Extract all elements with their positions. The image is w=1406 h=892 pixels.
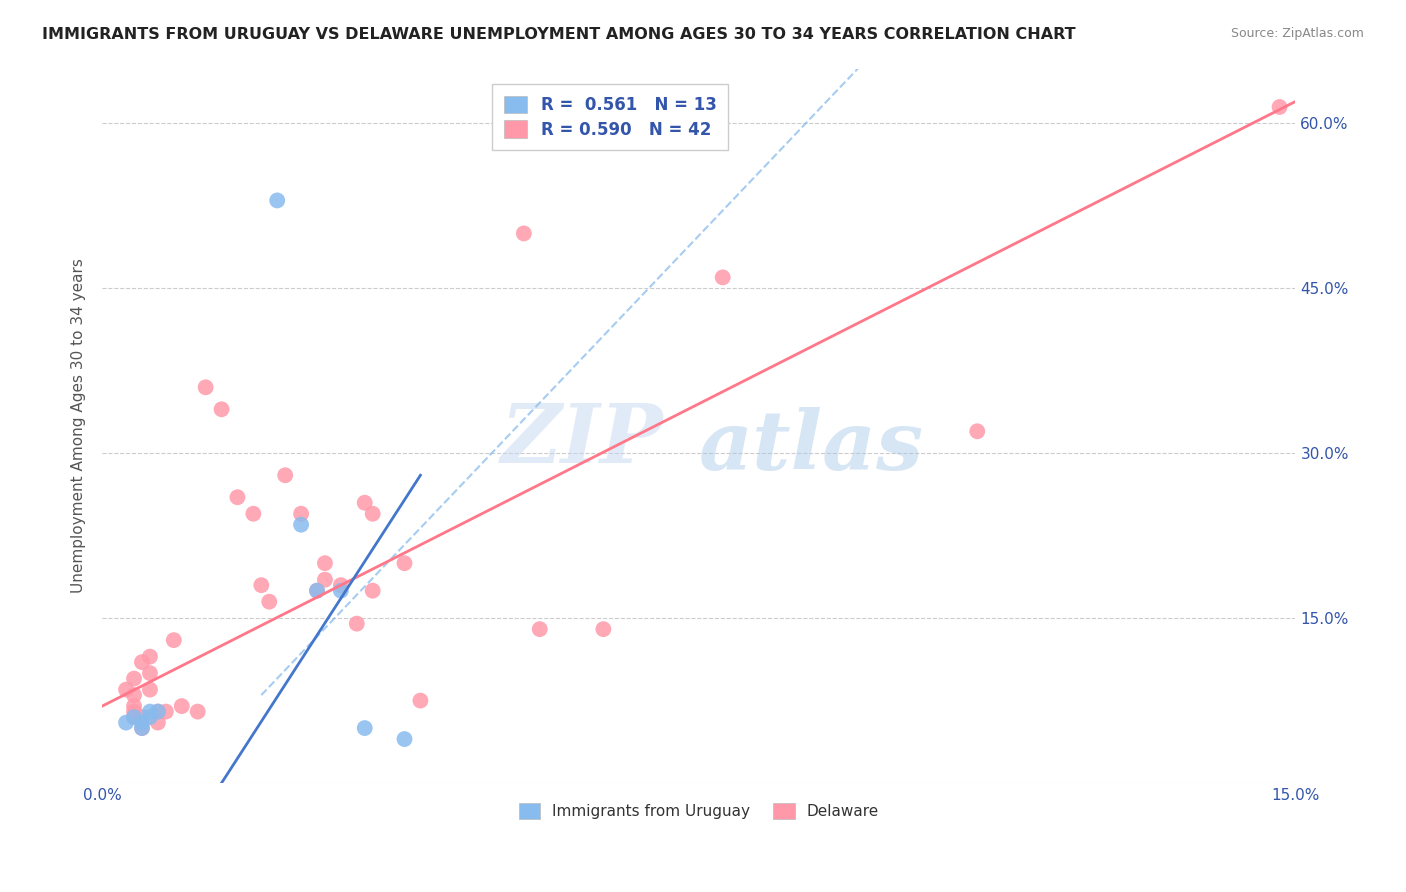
Point xyxy=(274,468,297,483)
Point xyxy=(122,699,145,714)
Point xyxy=(139,710,162,724)
Point xyxy=(131,710,153,724)
Point xyxy=(305,583,328,598)
Text: IMMIGRANTS FROM URUGUAY VS DELAWARE UNEMPLOYMENT AMONG AGES 30 TO 34 YEARS CORRE: IMMIGRANTS FROM URUGUAY VS DELAWARE UNEM… xyxy=(42,27,1076,42)
Point xyxy=(1268,100,1291,114)
Point xyxy=(122,672,145,686)
Point xyxy=(290,507,312,521)
Legend: Immigrants from Uruguay, Delaware: Immigrants from Uruguay, Delaware xyxy=(513,797,886,825)
Point xyxy=(314,573,336,587)
Point xyxy=(305,583,328,598)
Point xyxy=(122,710,145,724)
Y-axis label: Unemployment Among Ages 30 to 34 years: Unemployment Among Ages 30 to 34 years xyxy=(72,259,86,593)
Point xyxy=(409,693,432,707)
Point xyxy=(329,578,352,592)
Point xyxy=(266,194,288,208)
Point xyxy=(329,583,352,598)
Point xyxy=(211,402,233,417)
Point xyxy=(122,705,145,719)
Point xyxy=(711,270,734,285)
Point xyxy=(146,715,169,730)
Point xyxy=(131,715,153,730)
Point xyxy=(346,616,368,631)
Point xyxy=(353,721,375,735)
Point xyxy=(529,622,551,636)
Point xyxy=(170,699,193,714)
Point xyxy=(122,688,145,702)
Point xyxy=(361,583,384,598)
Point xyxy=(290,517,312,532)
Point xyxy=(122,710,145,724)
Point xyxy=(139,649,162,664)
Point xyxy=(146,705,169,719)
Point xyxy=(194,380,217,394)
Text: Source: ZipAtlas.com: Source: ZipAtlas.com xyxy=(1230,27,1364,40)
Point xyxy=(353,496,375,510)
Point xyxy=(115,682,138,697)
Point xyxy=(115,715,138,730)
Point xyxy=(146,705,169,719)
Point xyxy=(139,666,162,681)
Text: ZIP: ZIP xyxy=(501,401,664,480)
Point xyxy=(259,595,281,609)
Point xyxy=(361,507,384,521)
Point xyxy=(513,227,536,241)
Point xyxy=(966,424,988,438)
Point xyxy=(394,732,416,747)
Point xyxy=(139,682,162,697)
Point xyxy=(226,490,249,504)
Point xyxy=(131,655,153,669)
Point xyxy=(242,507,264,521)
Point xyxy=(250,578,273,592)
Text: atlas: atlas xyxy=(699,408,924,487)
Point xyxy=(592,622,614,636)
Point xyxy=(131,721,153,735)
Point xyxy=(131,721,153,735)
Point xyxy=(155,705,177,719)
Point xyxy=(139,705,162,719)
Point xyxy=(163,633,186,648)
Point xyxy=(394,556,416,570)
Point xyxy=(187,705,209,719)
Point xyxy=(314,556,336,570)
